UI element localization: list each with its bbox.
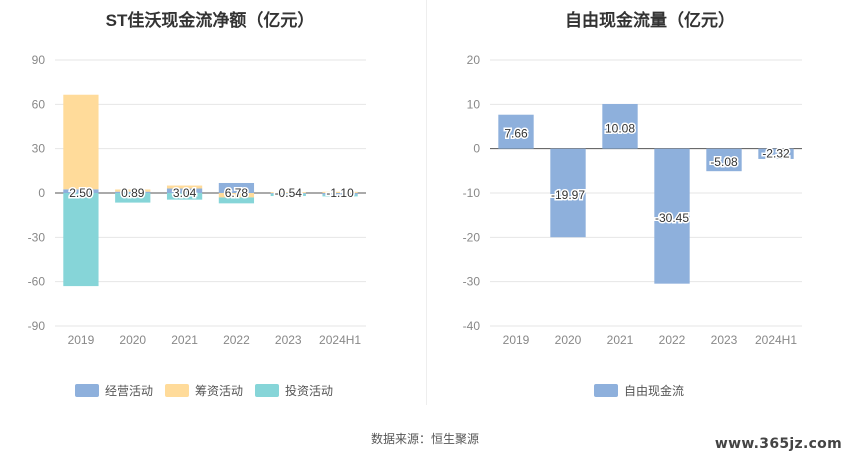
bar-投资活动-2023 <box>270 193 306 197</box>
chart-title-cashflow: ST佳沃现金流净额（亿元） <box>105 11 315 30</box>
y-tick-label: -40 <box>463 319 481 333</box>
bar-自由现金流-2023 <box>706 148 742 172</box>
data-label: 6.78 <box>225 186 249 200</box>
cashflow-chart: 90 60 30 0 -30 -60 -90 2019 2020 2021 2022 2023 2024… <box>28 53 366 398</box>
data-label: 7.66 <box>504 127 528 141</box>
bar-自由现金流-2024H1 <box>758 148 794 159</box>
data-source-note: 数据来源：恒生聚源 <box>370 432 479 446</box>
chart-title-free-cashflow: 自由现金流量（亿元） <box>565 11 735 30</box>
bar-筹资活动-2019 <box>63 94 99 190</box>
legend-label: 经营活动 <box>105 384 153 398</box>
bar-投资活动-2021 <box>166 193 203 200</box>
data-label: -19.97 <box>551 188 585 202</box>
x-tick-label: 2022 <box>659 333 686 347</box>
y-tick-label: -10 <box>463 186 481 200</box>
x-tick-label: 2024H1 <box>755 333 797 347</box>
x-tick-label: 2023 <box>711 333 738 347</box>
bar-投资活动-2019 <box>63 193 99 287</box>
y-tick-label: -30 <box>463 275 481 289</box>
x-tick-label: 2020 <box>555 333 582 347</box>
bar-经营活动-2021 <box>166 188 203 193</box>
x-tick-label: 2023 <box>275 333 302 347</box>
legend-label: 自由现金流 <box>624 383 684 398</box>
y-tick-label: 0 <box>473 142 480 156</box>
data-label: 2.50 <box>69 186 93 200</box>
legend-swatch-自由现金流 <box>594 384 618 397</box>
bar-筹资活动-2020 <box>115 189 151 192</box>
bar-自由现金流-2019 <box>498 114 534 149</box>
bar-筹资活动-2024H1 <box>322 191 358 193</box>
data-label: 0.89 <box>121 186 145 200</box>
x-tick-label: 2021 <box>607 333 634 347</box>
x-tick-label: 2020 <box>119 333 146 347</box>
x-tick-label: 2019 <box>68 333 95 347</box>
y-tick-label: -20 <box>463 230 481 244</box>
panel-divider <box>426 0 427 405</box>
data-label: -30.45 <box>655 211 689 225</box>
legend-label: 投资活动 <box>285 383 333 398</box>
x-tick-label: 2021 <box>171 333 198 347</box>
bar-筹资活动-2023 <box>270 192 306 193</box>
bar-自由现金流-2020 <box>550 148 586 238</box>
y-tick-label: 60 <box>32 97 46 111</box>
free-cashflow-chart: 20 10 0 -10 -20 -30 -40 2019 2020 2021 2022 2023 202… <box>463 53 802 398</box>
y-tick-label: 30 <box>32 142 46 156</box>
x-tick-label: 2024H1 <box>319 333 361 347</box>
y-tick-label: -90 <box>28 319 46 333</box>
legend-swatch-经营活动 <box>75 384 99 397</box>
bar-经营活动-2022 <box>218 182 255 193</box>
bar-筹资活动-2022 <box>218 193 255 198</box>
bar-自由现金流-2021 <box>602 103 638 149</box>
y-tick-label: 20 <box>467 53 481 67</box>
bar-经营活动-2019 <box>63 189 99 193</box>
y-tick-label: 10 <box>467 97 481 111</box>
data-label: 3.04 <box>173 186 197 200</box>
y-tick-label: -30 <box>28 230 46 244</box>
bar-经营活动-2024H1 <box>322 193 358 195</box>
bar-筹资活动-2021 <box>166 185 203 189</box>
data-label: 10.08 <box>605 121 635 135</box>
site-watermark: www.365jz.com <box>714 436 842 452</box>
y-tick-label: 90 <box>32 53 46 67</box>
x-tick-label: 2022 <box>223 333 250 347</box>
bar-经营活动-2023 <box>270 193 306 194</box>
data-label: -1.10 <box>326 186 354 200</box>
data-label: -0.54 <box>275 186 303 200</box>
legend-label: 筹资活动 <box>195 384 243 398</box>
y-tick-label: 0 <box>38 186 45 200</box>
bar-经营活动-2020 <box>115 191 151 193</box>
bar-投资活动-2020 <box>115 193 151 203</box>
legend-swatch-投资活动 <box>255 384 279 397</box>
legend-swatch-筹资活动 <box>165 384 189 397</box>
bar-投资活动-2024H1 <box>322 194 358 197</box>
data-label: -5.08 <box>710 155 738 169</box>
x-tick-label: 2019 <box>503 333 530 347</box>
data-label: -2.32 <box>762 147 790 161</box>
bar-投资活动-2022 <box>218 197 255 204</box>
y-tick-label: -60 <box>28 275 46 289</box>
bar-自由现金流-2022 <box>654 148 690 284</box>
